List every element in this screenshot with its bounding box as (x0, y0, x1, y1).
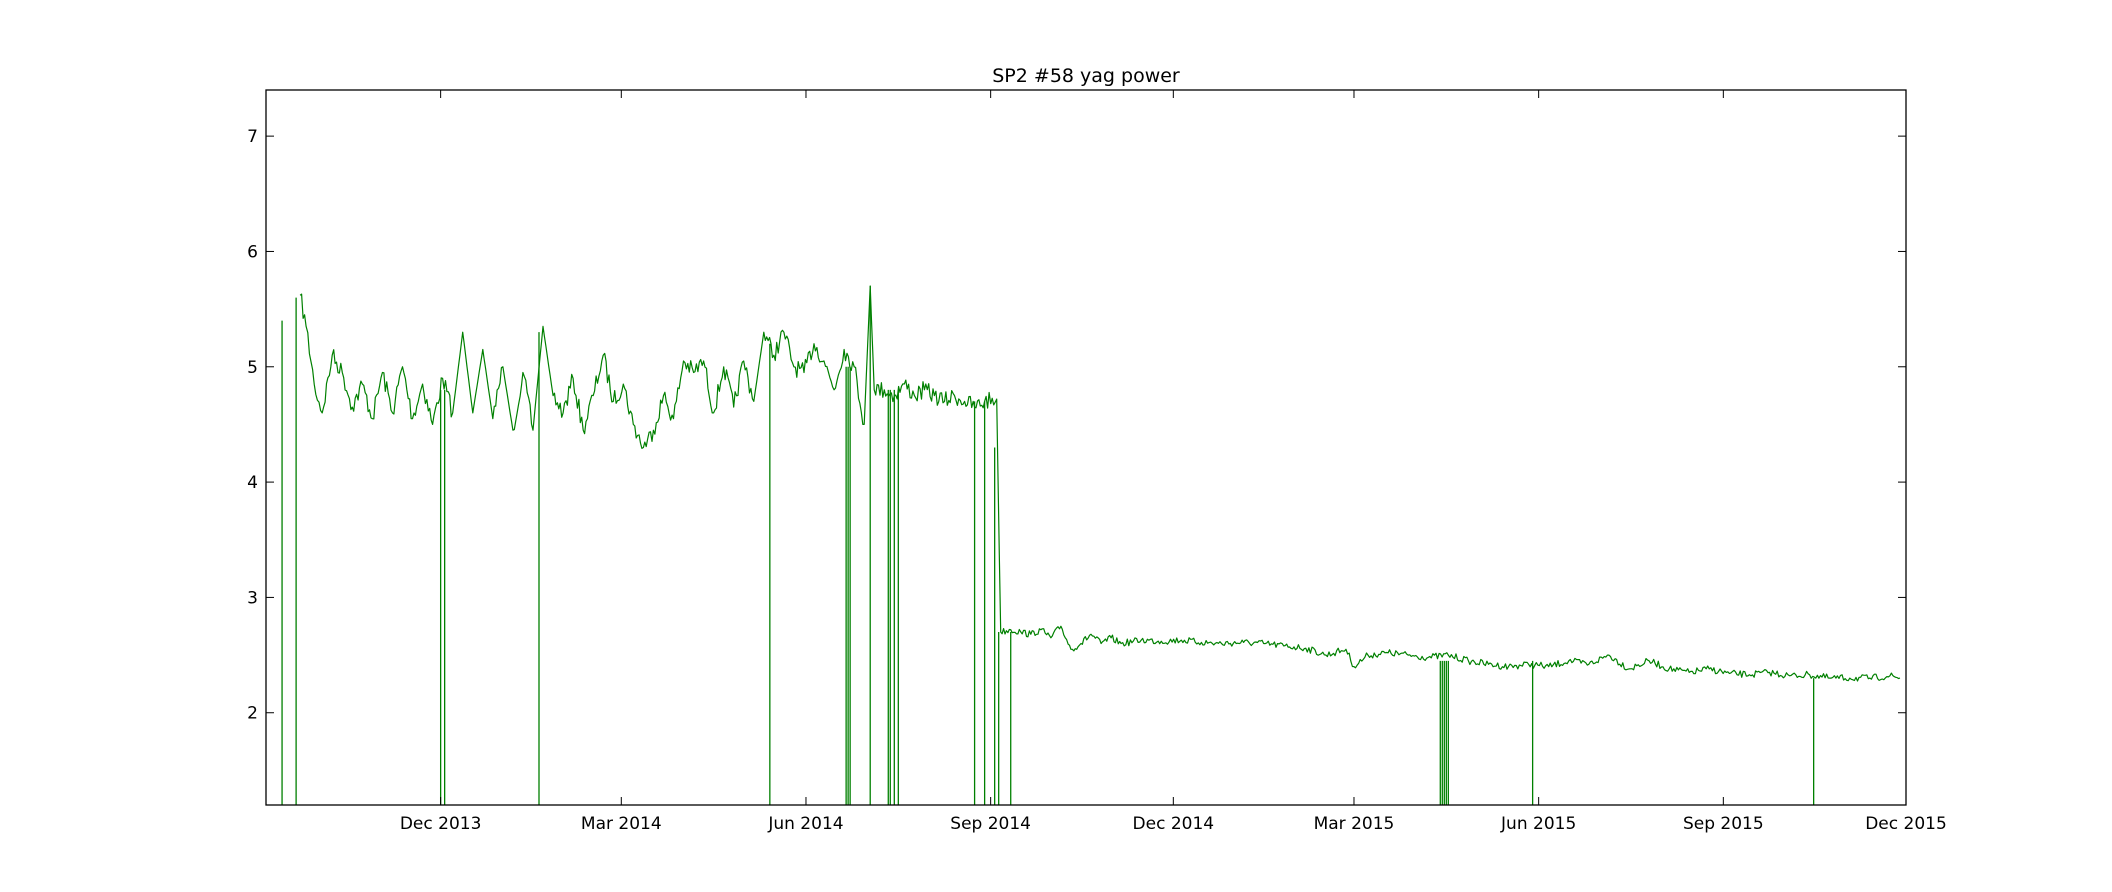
series-line (299, 285, 1901, 682)
y-tick-label: 4 (247, 473, 258, 493)
y-tick-label: 6 (247, 242, 258, 262)
x-tick-label: Dec 2014 (1133, 814, 1215, 834)
y-axis: 2 3 4 5 6 7 (247, 127, 1906, 724)
plot-area (281, 285, 1901, 805)
x-tick-label: Mar 2014 (581, 814, 662, 834)
y-tick-label: 5 (247, 358, 258, 378)
x-tick-label: Dec 2013 (400, 814, 482, 834)
x-tick-label: Jun 2015 (1500, 814, 1576, 834)
x-tick-label: Sep 2015 (1683, 814, 1764, 834)
x-tick-label: Mar 2015 (1314, 814, 1395, 834)
x-tick-label: Sep 2014 (950, 814, 1031, 834)
x-tick-label: Dec 2015 (1865, 814, 1947, 834)
y-tick-label: 7 (247, 127, 258, 147)
chart-title: SP2 #58 yag power (992, 65, 1180, 87)
x-axis: Dec 2013 Mar 2014 Jun 2014 Sep 2014 Dec 2014… (400, 90, 1947, 834)
y-tick-label: 2 (247, 704, 258, 724)
x-tick-label: Jun 2014 (767, 814, 843, 834)
plot-frame (265, 89, 1907, 806)
y-tick-label: 3 (247, 588, 258, 608)
